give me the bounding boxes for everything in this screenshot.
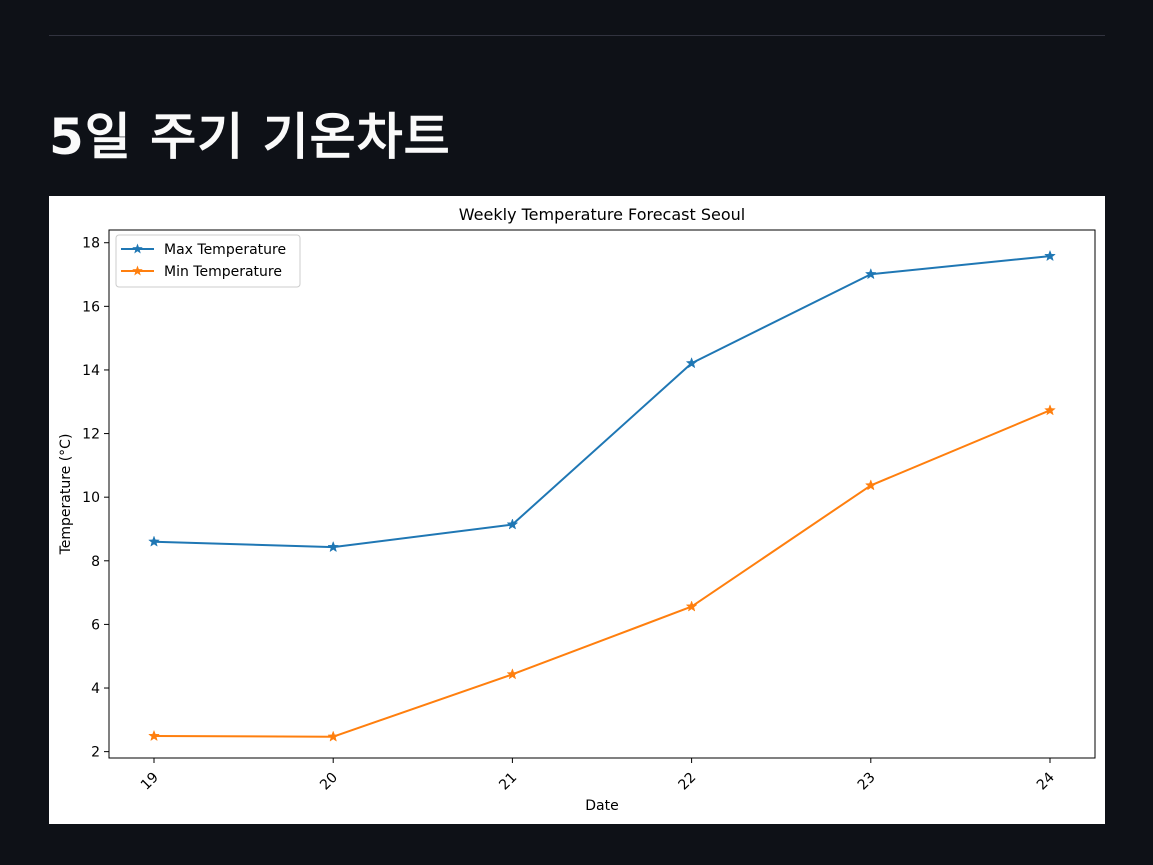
legend-box: [115, 234, 301, 288]
y-tick-label: 2: [91, 745, 100, 761]
legend-label-min: Min Temperature: [164, 264, 282, 280]
x-tick-label: 21: [496, 770, 520, 794]
x-tick-label: 22: [676, 770, 700, 794]
top-divider: [49, 35, 1105, 36]
series-layer: [148, 249, 1056, 742]
data-point-max: [685, 357, 698, 369]
x-tick-label: 23: [855, 770, 879, 794]
y-tick-label: 16: [82, 299, 100, 315]
y-tick-label: 18: [82, 236, 100, 252]
data-point-max: [148, 535, 160, 547]
x-axis: 19 20 21 22 23 24: [138, 758, 1058, 793]
series-line-max: [153, 255, 1051, 549]
y-axis-label: Temperature (°C): [58, 434, 74, 556]
legend-marker-min: [132, 265, 143, 276]
page-title: 5일 주기 기온차트: [49, 108, 451, 166]
data-point-max: [1044, 249, 1056, 262]
y-tick-label: 12: [82, 427, 100, 443]
legend-label-max: Max Temperature: [164, 242, 286, 258]
y-axis: 2 4 6 8 10 12 14 16 18: [82, 236, 109, 761]
data-point-min: [864, 479, 877, 491]
legend-marker-max: [132, 243, 143, 254]
temperature-chart: Weekly Temperature Forecast Seoul 246810…: [58, 205, 1096, 814]
x-tick-label: 19: [138, 770, 162, 794]
data-point-min: [148, 729, 160, 742]
data-point-min: [1044, 404, 1056, 416]
plot-frame: [108, 229, 1096, 759]
chart-panel: Weekly Temperature Forecast Seoul 2 4 6 8 10…: [49, 196, 1105, 824]
chart-title: Weekly Temperature Forecast Seoul: [459, 205, 745, 224]
data-point-max: [327, 540, 340, 553]
y-tick-label: 4: [91, 681, 100, 697]
legend: Max Temperature Min Temperature: [115, 234, 301, 288]
data-point-min: [685, 600, 698, 612]
x-tick-label: 24: [1034, 769, 1058, 793]
y-tick-label: 14: [82, 363, 100, 379]
x-axis-label: Date: [585, 798, 618, 814]
data-point-max: [864, 267, 877, 280]
data-point-min: [327, 730, 340, 742]
data-point-min: [506, 668, 519, 680]
series-line-min: [153, 409, 1051, 738]
y-tick-label: 8: [91, 554, 100, 570]
x-tick-label: 20: [317, 770, 341, 794]
data-point-max: [506, 518, 519, 530]
y-tick-label: 6: [91, 617, 100, 633]
y-tick-label: 10: [82, 490, 100, 506]
